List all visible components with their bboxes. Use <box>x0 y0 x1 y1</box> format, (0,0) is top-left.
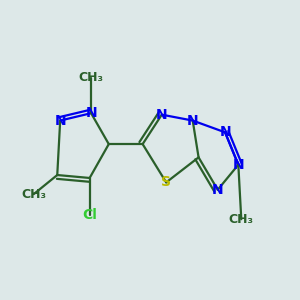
Text: CH₃: CH₃ <box>21 188 46 201</box>
Text: Cl: Cl <box>82 208 97 222</box>
Text: N: N <box>232 158 244 172</box>
Text: CH₃: CH₃ <box>229 213 254 226</box>
Text: N: N <box>85 106 97 120</box>
Text: N: N <box>156 108 168 122</box>
Text: N: N <box>187 114 199 128</box>
Text: N: N <box>54 114 66 128</box>
Text: S: S <box>161 176 171 189</box>
Text: N: N <box>219 125 231 139</box>
Text: CH₃: CH₃ <box>79 71 104 84</box>
Text: N: N <box>212 183 224 197</box>
